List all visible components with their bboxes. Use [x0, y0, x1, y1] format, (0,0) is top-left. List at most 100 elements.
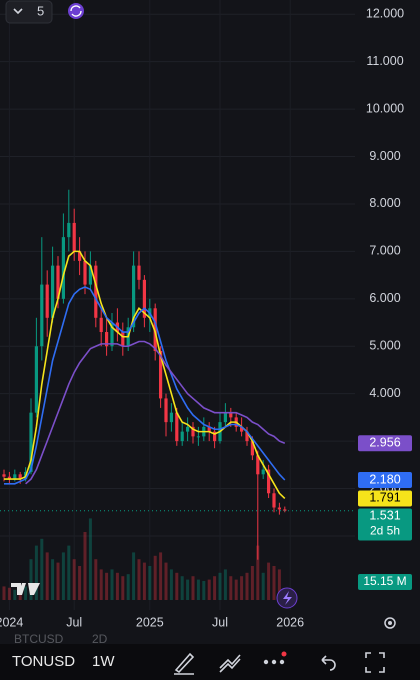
candle-body: [261, 469, 265, 475]
candle-body: [142, 279, 146, 318]
candle-body: [2, 474, 6, 477]
y-tick-label: 4.000: [369, 386, 400, 400]
candle-body: [191, 426, 195, 437]
overlay-interval-text: 2D: [92, 632, 108, 646]
x-tick-label: 2025: [136, 615, 164, 629]
undo-button[interactable]: [321, 655, 336, 671]
volume-bar: [121, 576, 125, 600]
volume-bar: [191, 576, 195, 600]
more-button[interactable]: [263, 651, 287, 665]
layout-count: 5: [37, 3, 44, 18]
candle-body: [88, 265, 92, 285]
candle-body: [213, 431, 217, 442]
candle-body: [223, 412, 227, 423]
x-tick-label: Jul: [66, 615, 82, 629]
volume-bar: [67, 545, 71, 600]
volume-bar: [51, 559, 55, 600]
candle-body: [110, 322, 114, 347]
volume-bar: [207, 579, 211, 600]
candle-body: [240, 426, 244, 432]
candle-body: [245, 431, 249, 442]
price-tag: [358, 472, 412, 488]
y-tick-label: 9.000: [369, 149, 400, 163]
volume-bar: [132, 552, 136, 600]
candle-body: [40, 284, 44, 347]
candle-body: [250, 441, 254, 456]
candle-body: [7, 476, 11, 480]
candle-body: [196, 436, 200, 438]
y-tick-label: 7.000: [369, 244, 400, 258]
volume-bar: [40, 538, 44, 600]
candle-body: [186, 426, 190, 432]
volume-bar: [148, 566, 152, 600]
volume-bar: [229, 576, 233, 600]
volume-bar: [218, 572, 222, 600]
volume-bar: [250, 566, 254, 600]
volume-bar: [196, 579, 200, 600]
candle-body: [78, 251, 82, 261]
volume-bar: [142, 562, 146, 600]
volume-bar: [61, 552, 65, 600]
bottom-toolbar: [0, 644, 420, 680]
fullscreen-button[interactable]: [365, 652, 385, 673]
volume-bar: [34, 545, 38, 600]
candle-body: [67, 222, 71, 238]
volume-bar: [94, 559, 98, 600]
candle-body: [180, 431, 184, 442]
volume-bar: [256, 545, 260, 600]
candle-body: [175, 412, 179, 442]
candle-body: [153, 308, 157, 351]
volume-bar: [137, 559, 141, 600]
settings-icon[interactable]: [384, 617, 396, 629]
x-tick-label: Jul: [212, 615, 228, 629]
y-tick-label: 11.000: [366, 54, 403, 68]
volume-bar: [7, 587, 11, 600]
price-tag-label: 1.791: [369, 491, 400, 505]
volume-tag: [358, 574, 412, 590]
volume-bar: [213, 576, 217, 600]
volume-bar: [83, 532, 87, 600]
indicator-tool[interactable]: [219, 654, 241, 673]
candle-body: [159, 350, 163, 399]
interval[interactable]: 1W: [92, 653, 115, 670]
countdown: 2d 5h: [370, 524, 400, 538]
volume-bar: [277, 569, 281, 600]
volume-bar: [186, 579, 190, 600]
volume-bar: [202, 580, 206, 600]
y-tick-label: 12.000: [366, 7, 404, 21]
candle-body: [105, 332, 109, 347]
draw-tool[interactable]: [174, 652, 195, 675]
candle-body: [132, 265, 136, 328]
volume-tag-label: 15.15 M: [363, 574, 406, 588]
lightning-button[interactable]: [276, 587, 298, 609]
symbol[interactable]: TONUSD: [12, 653, 75, 670]
candle-body: [18, 474, 22, 480]
sync-icon[interactable]: [68, 3, 84, 19]
volume-bar: [110, 569, 114, 600]
candle-body: [34, 346, 38, 413]
candle-body: [83, 260, 87, 285]
candle-body: [121, 332, 125, 347]
y-tick-label: 8.000: [369, 196, 400, 210]
candle-body: [72, 222, 76, 252]
volume-bar: [126, 574, 130, 600]
candle-body: [137, 265, 141, 280]
moving-average: [25, 340, 286, 485]
moving-average: [4, 250, 286, 500]
candle-body: [229, 412, 233, 418]
layout-button[interactable]: 5: [5, 0, 53, 24]
volume-bar: [223, 569, 227, 600]
volume-bar: [24, 586, 28, 600]
candle-body: [56, 265, 60, 299]
candle-body: [277, 507, 281, 510]
candle-body: [283, 509, 287, 511]
volume-bar: [169, 569, 173, 600]
candle-body: [164, 398, 168, 423]
volume-bar: [164, 562, 168, 600]
price-tag: [358, 435, 412, 452]
candle-body: [51, 265, 55, 318]
y-tick-label: 5.000: [369, 339, 400, 353]
volume-bar: [234, 579, 238, 600]
